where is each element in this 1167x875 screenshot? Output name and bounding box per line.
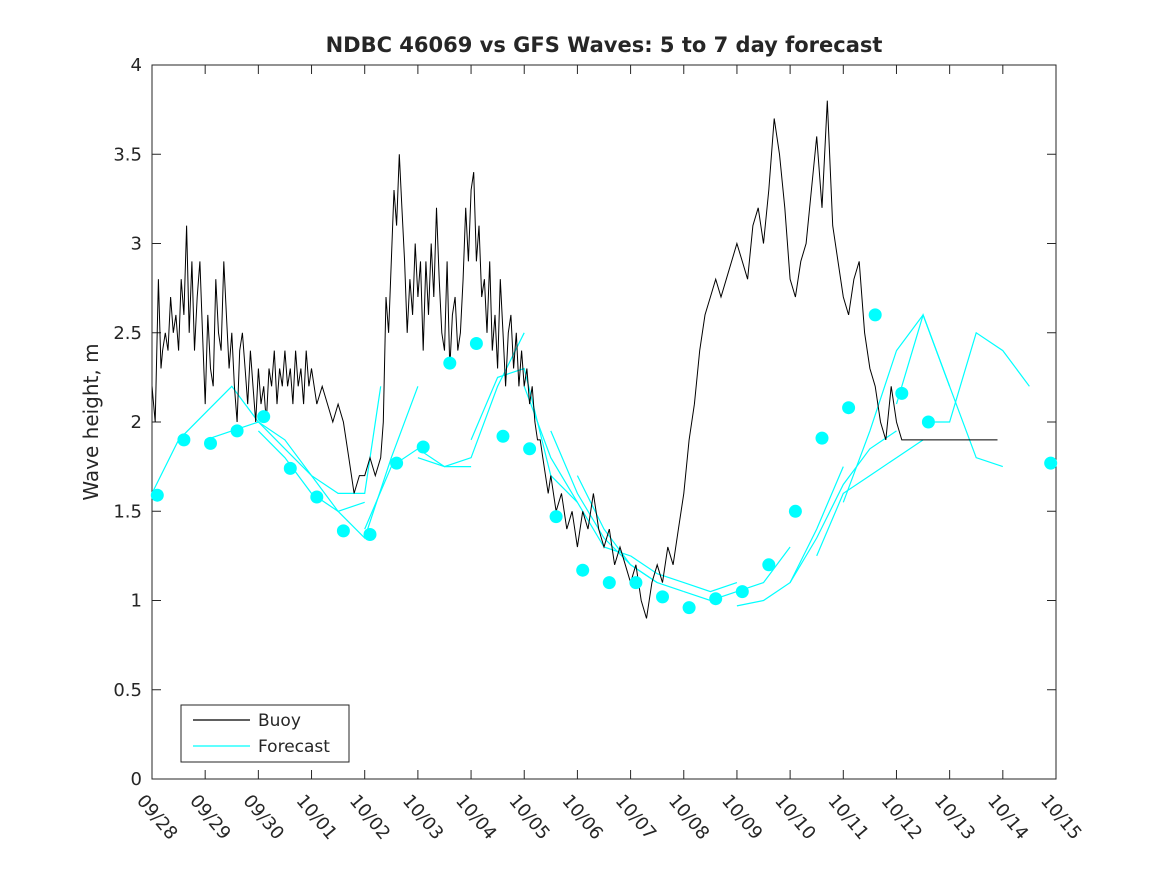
forecast-line-15: [789, 430, 897, 583]
forecast-marker: [895, 386, 909, 400]
y-axis-label: Wave height, m: [79, 343, 103, 500]
forecast-marker: [257, 410, 271, 424]
buoy-line: [152, 100, 998, 619]
legend-forecast-label: Forecast: [258, 737, 330, 757]
y-tick-label: 0.5: [113, 680, 142, 701]
chart-title: NDBC 46069 vs GFS Waves: 5 to 7 day fore…: [326, 33, 883, 57]
forecast-marker: [868, 308, 882, 322]
forecast-marker: [150, 488, 164, 502]
forecast-marker: [310, 490, 324, 504]
forecast-marker: [842, 401, 856, 415]
forecast-line-16: [816, 439, 924, 557]
forecast-marker: [735, 585, 749, 599]
buoy-series: [152, 100, 998, 619]
forecast-marker: [496, 429, 510, 443]
y-tick-label: 1.5: [113, 501, 142, 522]
forecast-marker: [762, 558, 776, 572]
forecast-marker: [1044, 456, 1058, 470]
forecast-marker: [390, 456, 404, 470]
forecast-marker: [788, 504, 802, 518]
forecast-lines: [152, 313, 1030, 607]
legend-box: [180, 704, 350, 763]
y-tick-label: 2: [131, 412, 142, 433]
forecast-line-1: [152, 385, 259, 494]
forecast-line-12: [630, 555, 738, 593]
forecast-marker: [656, 590, 669, 604]
forecast-marker: [602, 576, 616, 590]
plot-area: [151, 64, 1057, 780]
forecast-line-8: [470, 367, 578, 503]
forecast-marker: [204, 436, 217, 450]
y-tick-label: 0: [131, 769, 142, 790]
y-tick-label: 3.5: [113, 144, 142, 165]
forecast-marker: [469, 337, 483, 350]
forecast-marker: [682, 601, 696, 615]
legend: Buoy Forecast: [180, 704, 350, 763]
forecast-marker: [523, 442, 537, 456]
y-axis-ticks: 0 0.5 1 1.5 2 2.5 3 3.5 4: [113, 55, 1056, 790]
forecast-marker: [629, 576, 643, 590]
forecast-marker: [283, 461, 297, 475]
forecast-marker: [815, 431, 829, 445]
y-tick-label: 3: [131, 234, 142, 255]
forecast-marker: [921, 415, 935, 429]
y-tick-label: 2.5: [113, 323, 142, 344]
forecast-line-4: [258, 386, 382, 494]
forecast-marker: [443, 356, 457, 370]
legend-buoy-label: Buoy: [258, 711, 301, 731]
forecast-line-11: [576, 475, 684, 593]
forecast-marker: [177, 433, 191, 447]
forecast-marker: [363, 528, 377, 541]
forecast-marker: [709, 592, 723, 606]
forecast-marker: [416, 440, 430, 454]
forecast-markers: [150, 308, 1058, 615]
forecast-line-19: [923, 331, 1030, 423]
forecast-marker: [576, 563, 590, 577]
y-tick-label: 4: [131, 55, 142, 76]
forecast-marker: [549, 510, 563, 524]
forecast-line-18: [895, 313, 1003, 468]
forecast-marker: [230, 424, 244, 438]
forecast-marker: [336, 524, 350, 538]
y-tick-label: 1: [131, 591, 142, 612]
